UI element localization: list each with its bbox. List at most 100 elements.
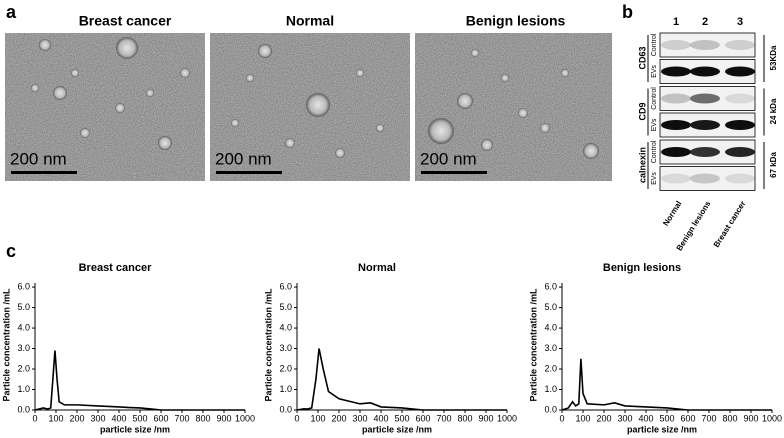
y-axis-label: Particle concentration /mL bbox=[263, 288, 273, 402]
y-tick-label: 2.0 bbox=[279, 363, 292, 373]
blot-band bbox=[661, 173, 691, 184]
blot-band bbox=[661, 66, 691, 77]
vesicle bbox=[285, 138, 295, 148]
vesicle bbox=[116, 37, 138, 59]
y-tick-label: 6.0 bbox=[17, 281, 30, 291]
tem-noise bbox=[415, 33, 612, 181]
vesicle bbox=[457, 93, 473, 109]
vesicle bbox=[53, 86, 67, 100]
x-tick-label: 200 bbox=[596, 413, 611, 423]
vesicle bbox=[428, 118, 454, 144]
vesicle bbox=[71, 69, 79, 77]
y-axis-label: Particle concentration /mL bbox=[1, 288, 11, 402]
blot-band bbox=[725, 173, 755, 184]
y-tick-label: 0.0 bbox=[17, 404, 30, 414]
x-axis-label: particle size /nm bbox=[362, 424, 432, 434]
x-tick-label: 800 bbox=[722, 413, 737, 423]
marker-label: calnexin bbox=[637, 147, 647, 183]
size-label: 53KDa bbox=[769, 45, 778, 70]
blot-box bbox=[659, 166, 756, 191]
y-tick-label: 0.0 bbox=[279, 404, 292, 414]
x-tick-label: 700 bbox=[436, 413, 451, 423]
vesicle bbox=[80, 128, 90, 138]
lane-number: 3 bbox=[737, 16, 743, 28]
x-tick-label: 400 bbox=[638, 413, 653, 423]
vesicle bbox=[146, 89, 154, 97]
scale-bar bbox=[216, 171, 282, 174]
y-tick-label: 0.0 bbox=[544, 404, 557, 414]
vesicle bbox=[246, 74, 254, 82]
x-tick-label: 700 bbox=[701, 413, 716, 423]
x-tick-label: 300 bbox=[90, 413, 105, 423]
vesicle bbox=[31, 84, 39, 92]
vesicle bbox=[39, 39, 51, 51]
vesicle bbox=[518, 108, 528, 118]
sample-label: Breast cancer bbox=[712, 199, 748, 249]
vesicle bbox=[356, 69, 364, 77]
y-tick-label: 4.0 bbox=[544, 322, 557, 332]
x-tick-label: 600 bbox=[415, 413, 430, 423]
x-tick-label: 500 bbox=[132, 413, 147, 423]
x-tick-label: 500 bbox=[394, 413, 409, 423]
blot-band bbox=[725, 120, 755, 130]
scale-bar bbox=[11, 171, 77, 174]
blot-band bbox=[690, 147, 720, 157]
x-tick-label: 100 bbox=[48, 413, 63, 423]
x-axis-label: particle size /nm bbox=[627, 424, 697, 434]
blot-band bbox=[690, 66, 720, 77]
y-tick-label: 2.0 bbox=[544, 363, 557, 373]
particle-curve bbox=[34, 350, 245, 411]
x-tick-label: 300 bbox=[352, 413, 367, 423]
x-tick-label: 800 bbox=[457, 413, 472, 423]
row-label: Control bbox=[651, 87, 658, 110]
chart-title: Benign lesions bbox=[603, 262, 681, 274]
row-label: EVs bbox=[651, 172, 658, 185]
x-tick-label: 600 bbox=[680, 413, 695, 423]
x-tick-label: 1000 bbox=[762, 413, 782, 423]
blot-band bbox=[661, 40, 691, 50]
blot-band bbox=[661, 120, 691, 130]
marker-label: CD9 bbox=[637, 102, 647, 120]
vesicle bbox=[335, 148, 345, 158]
row-label: EVs bbox=[651, 65, 658, 78]
sample-label: Normal bbox=[661, 199, 683, 227]
x-axis-label: particle size /nm bbox=[100, 424, 170, 434]
x-tick-label: 200 bbox=[69, 413, 84, 423]
y-tick-label: 5.0 bbox=[544, 302, 557, 312]
y-tick-label: 3.0 bbox=[17, 343, 30, 353]
x-tick-label: 800 bbox=[195, 413, 210, 423]
blot-band bbox=[690, 40, 720, 50]
blot-band bbox=[690, 93, 720, 104]
blot-band bbox=[661, 147, 691, 157]
x-tick-label: 400 bbox=[111, 413, 126, 423]
blot-band bbox=[690, 173, 720, 184]
blot-band bbox=[725, 93, 755, 104]
x-tick-label: 900 bbox=[216, 413, 231, 423]
y-tick-label: 1.0 bbox=[544, 384, 557, 394]
chart-title: Breast cancer bbox=[79, 262, 152, 274]
blot-box bbox=[659, 32, 756, 58]
blot-band bbox=[725, 66, 755, 77]
x-tick-label: 100 bbox=[575, 413, 590, 423]
y-tick-label: 3.0 bbox=[544, 343, 557, 353]
scale-label: 200 nm bbox=[420, 149, 477, 168]
vesicle bbox=[231, 119, 239, 127]
x-tick-label: 1000 bbox=[235, 413, 255, 423]
x-tick-label: 300 bbox=[617, 413, 632, 423]
y-tick-label: 6.0 bbox=[279, 281, 292, 291]
vesicle bbox=[306, 93, 330, 117]
x-tick-label: 400 bbox=[373, 413, 388, 423]
row-label: Control bbox=[651, 140, 658, 163]
tem-noise bbox=[5, 33, 205, 181]
y-tick-label: 1.0 bbox=[17, 384, 30, 394]
panel-label: a bbox=[6, 2, 17, 22]
blot-band bbox=[725, 147, 755, 157]
vesicle bbox=[471, 49, 479, 57]
y-tick-label: 2.0 bbox=[17, 363, 30, 373]
y-axis-label: Particle concentration /mL bbox=[528, 288, 538, 402]
x-tick-label: 0 bbox=[294, 413, 299, 423]
scale-label: 200 nm bbox=[10, 149, 67, 168]
image-title: Normal bbox=[286, 13, 334, 29]
x-tick-label: 100 bbox=[310, 413, 325, 423]
